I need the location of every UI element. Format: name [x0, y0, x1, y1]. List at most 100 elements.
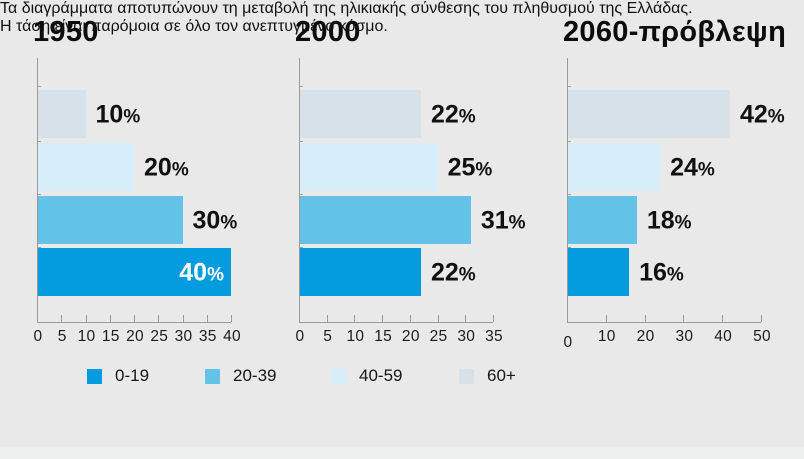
x-axis-tick-labels: 0 5 10 15 20 25 30 35 40 [33, 328, 241, 350]
x-axis-tick-label: 0 [563, 334, 573, 351]
x-axis-tick-label: 10 [346, 328, 365, 345]
x-axis-tick [683, 315, 685, 322]
x-axis-tick-label: 0 [33, 328, 43, 345]
y-axis-tick [37, 85, 41, 87]
bar-value-label: 25% [447, 153, 493, 182]
x-axis-tick-label: 5 [323, 328, 333, 345]
bar-40-59 [38, 143, 134, 191]
x-axis-tick-label: 35 [198, 328, 217, 345]
x-axis-tick-label: 30 [457, 328, 476, 345]
x-axis-tick [493, 315, 494, 322]
x-axis-tick-label: 20 [636, 328, 655, 345]
bar-60+ [38, 90, 86, 138]
chart-plot: 10% 20% 30% 40% [37, 58, 237, 323]
chart-2060-forecast: 2060-πρόβλεψη 42% 24% 18% 16% 0 10 20 30 40 50 [563, 16, 803, 351]
bar-40-59 [300, 143, 438, 191]
y-axis-tick [37, 193, 41, 195]
bar-value-label: 20% [144, 153, 189, 182]
x-axis-tick [109, 315, 111, 322]
y-axis-tick [299, 193, 303, 195]
y-axis-tick [567, 193, 571, 195]
caption-line-2: Η τάση είναι παρόμοια σε όλο τον ανεπτυγ… [0, 18, 388, 35]
x-axis-tick [134, 315, 135, 322]
legend-swatch [205, 368, 220, 384]
x-axis-tick-label: 40 [714, 328, 733, 345]
x-axis-tick-label: 15 [374, 328, 393, 345]
x-axis-tick-label: 10 [597, 328, 616, 345]
bar-40-59 [568, 143, 661, 191]
y-axis-tick [299, 246, 303, 248]
chart-title-1950: 1950 [33, 16, 99, 48]
x-axis-tick-label: 15 [101, 328, 120, 345]
x-axis-tick [61, 315, 63, 322]
x-axis-line [299, 322, 493, 323]
legend-item-0-19: 0-19 [87, 366, 149, 386]
x-axis-tick-label: 25 [429, 328, 448, 345]
x-axis-tick [465, 315, 467, 322]
y-axis-line [299, 58, 300, 323]
bar-0-19 [300, 248, 421, 296]
bar-20-39 [38, 196, 183, 244]
bar-value-label: 42% [739, 100, 785, 129]
x-axis-tick-label: 20 [401, 328, 420, 345]
legend-swatch [331, 368, 346, 384]
x-axis-tick [605, 315, 607, 322]
legend-label: 0-19 [115, 366, 150, 385]
x-axis-tick-label: 30 [174, 328, 193, 345]
bottom-strip [0, 447, 804, 459]
y-axis-line [37, 58, 38, 323]
x-axis-tick-label: 40 [223, 328, 241, 345]
x-axis-tick [182, 315, 184, 322]
x-axis-tick [85, 315, 87, 322]
bar-0-19 [38, 248, 231, 296]
x-axis-tick-label: 35 [485, 328, 503, 345]
bar-20-39 [568, 196, 637, 244]
bar-value-label: 40% [179, 258, 224, 287]
x-axis-tick-labels: 0 10 20 30 40 50 [563, 328, 771, 351]
bar-value-label: 24% [670, 153, 715, 182]
x-axis-tick-label: 10 [77, 328, 96, 345]
x-axis-tick-label: 5 [57, 328, 67, 345]
x-axis-tick [231, 315, 232, 322]
bar-value-label: 30% [192, 206, 238, 235]
y-axis-tick [567, 140, 571, 142]
x-axis-tick [722, 315, 724, 322]
x-axis-tick [326, 315, 328, 322]
x-axis-tick [409, 315, 411, 322]
x-axis-line [567, 322, 761, 323]
bar-0-19 [568, 248, 630, 296]
x-axis-tick-label: 25 [150, 328, 169, 345]
chart-title-2060: 2060-πρόβλεψη [563, 16, 787, 48]
y-axis-line [567, 58, 568, 323]
y-axis-tick [567, 246, 571, 248]
bar-20-39 [300, 196, 471, 244]
x-axis-tick [206, 315, 208, 322]
chart-1950: 1950 10% 20% 30% 40% 0 5 10 15 20 25 30 35 40 [33, 16, 273, 350]
y-axis-tick [37, 140, 41, 142]
x-axis-tick-label: 50 [753, 328, 771, 345]
legend-label: 60+ [487, 366, 516, 385]
y-axis-tick [299, 85, 303, 87]
x-axis-tick [158, 315, 160, 322]
x-axis-tick [761, 315, 762, 322]
bar-value-label: 16% [639, 258, 684, 287]
x-axis-tick-label: 30 [675, 328, 694, 345]
legend-swatch [87, 368, 102, 384]
bar-value-label: 31% [480, 206, 526, 235]
x-axis-tick [354, 315, 356, 322]
chart-2000: 2000 22% 25% 31% 22% 0 5 10 15 20 25 30 35 [295, 16, 535, 350]
legend-label: 40-59 [359, 366, 403, 385]
y-axis-tick [567, 85, 571, 87]
legend-label: 20-39 [233, 366, 277, 385]
x-axis-tick [382, 315, 384, 322]
chart-title-2000: 2000 [295, 16, 361, 48]
chart-plot: 42% 24% 18% 16% [567, 58, 785, 323]
legend-item-40-59: 40-59 [331, 366, 402, 386]
x-axis-line [37, 322, 231, 323]
legend-item-20-39: 20-39 [205, 366, 276, 386]
x-axis-tick-labels: 0 5 10 15 20 25 30 35 [296, 328, 503, 350]
chart-plot: 22% 25% 31% 22% [299, 58, 526, 323]
legend-item-60+: 60+ [459, 366, 516, 386]
bar-value-label: 22% [430, 258, 476, 287]
